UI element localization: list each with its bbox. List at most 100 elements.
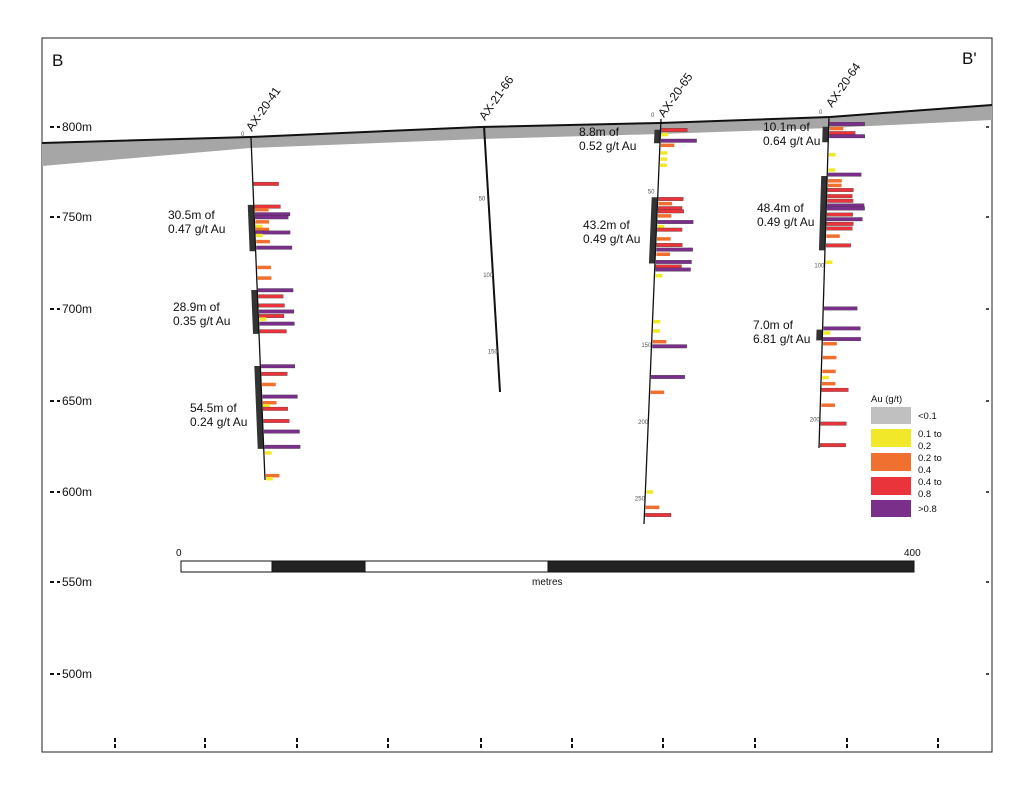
assay-bar <box>823 341 837 346</box>
intercept-label: 0.49 g/t Au <box>583 232 640 246</box>
assay-bar <box>263 429 300 434</box>
hole-trace <box>250 137 266 481</box>
assay-bar <box>661 128 688 132</box>
scale-segment <box>547 560 915 573</box>
assay-bar <box>829 122 865 126</box>
assay-bar <box>824 306 858 311</box>
depth-label: 0 <box>651 113 655 119</box>
assay-bar <box>827 183 842 188</box>
assay-bar <box>259 317 267 321</box>
assay-bar <box>256 239 270 244</box>
assay-bar <box>821 387 849 392</box>
assay-bar <box>264 451 272 455</box>
assay-bar <box>256 245 293 250</box>
hole-name: AX-20-64 <box>823 60 864 110</box>
assay-bar <box>829 134 866 139</box>
intercept-label: 0.49 g/t Au <box>757 215 814 229</box>
legend-swatch <box>871 477 911 495</box>
hole-trace <box>483 125 501 393</box>
assay-bar <box>264 444 301 449</box>
drillhole-ax-20-65: 8.8m of0.52 g/t Au 43.2m of0.49 g/t Au 0 50… <box>579 70 697 525</box>
assay-bar <box>655 273 663 278</box>
assay-bar <box>257 265 271 270</box>
assay-bar <box>261 364 296 369</box>
legend: Au (g/t) <0.1 0.1 to 0.2 0.2 to 0.4 0.4 … <box>871 394 942 517</box>
intercept-label: 6.81 g/t Au <box>753 332 810 346</box>
assay-bar <box>255 215 289 220</box>
assay-bar <box>823 331 831 335</box>
assay-bar <box>657 220 694 224</box>
intercept-label: 7.0m of <box>753 318 794 332</box>
assay-bar <box>827 194 853 199</box>
assay-bar <box>255 224 263 229</box>
scale-bar: 0 400 metres <box>176 548 921 588</box>
assay-bar <box>262 400 277 405</box>
hole-trace <box>643 118 662 525</box>
hole-name: AX-20-41 <box>243 84 284 134</box>
drillhole-ax-21-66: 50 100 150 AX-21-66 <box>476 73 517 393</box>
intercept-box <box>816 329 823 341</box>
legend-label: >0.8 <box>918 504 937 515</box>
scale-segment <box>180 560 273 573</box>
assay-bar <box>823 326 861 331</box>
assay-bar <box>646 490 654 494</box>
intercept-label: 0.24 g/t Au <box>190 415 247 429</box>
intercept-box <box>653 129 661 144</box>
assay-bar <box>650 390 665 395</box>
assay-bar <box>660 163 667 168</box>
assay-bar <box>258 303 285 308</box>
assay-bar <box>655 260 692 264</box>
hole-name: AX-20-65 <box>655 70 696 120</box>
legend-swatch <box>871 453 911 471</box>
depth-label: 50 <box>648 190 655 196</box>
section-label-left: B <box>52 51 63 70</box>
assay-bar <box>828 152 836 157</box>
assay-bar <box>819 443 846 448</box>
intercept-label: 0.35 g/t Au <box>173 314 230 328</box>
assay-bar <box>652 344 687 349</box>
intercept-label: 10.1m of <box>763 120 810 134</box>
assay-bar <box>653 329 660 333</box>
assay-bar <box>826 226 853 231</box>
depth-label: 150 <box>488 349 499 355</box>
assay-bar <box>645 505 660 510</box>
intercept-label: 0.47 g/t Au <box>168 222 225 236</box>
assay-bar <box>265 473 280 478</box>
assay-bar <box>263 419 290 423</box>
elevation-label: 500m <box>62 667 92 681</box>
elevation-label: 700m <box>62 302 92 316</box>
depth-label: 50 <box>479 196 486 202</box>
assay-bar <box>825 260 833 265</box>
legend-label: 0.2 <box>918 441 931 452</box>
scale-end: 400 <box>904 548 921 559</box>
elevation-label: 800m <box>62 120 92 134</box>
assay-bar <box>658 197 684 201</box>
assay-bar <box>827 188 854 192</box>
drillhole-ax-20-64: 10.1m of0.64 g/t Au 48.4m of0.49 g/t Au 7.… <box>753 60 866 449</box>
scale-segment <box>271 560 366 573</box>
assay-bar <box>262 406 288 411</box>
legend-label: 0.2 to <box>918 453 942 464</box>
assay-bar <box>657 209 684 214</box>
assay-bar <box>660 138 697 143</box>
legend-swatch <box>871 500 911 517</box>
assay-bar <box>821 381 836 386</box>
assay-bar <box>822 375 829 380</box>
elevation-label: 650m <box>62 394 92 408</box>
assay-bar <box>259 329 287 334</box>
assay-bar <box>823 337 861 342</box>
legend-label: 0.4 <box>918 465 931 476</box>
legend-swatch <box>871 429 911 447</box>
assay-bar <box>826 221 854 226</box>
assay-bar <box>828 179 842 183</box>
scale-start: 0 <box>176 548 182 559</box>
assay-bar <box>258 309 295 314</box>
assay-bar <box>255 230 291 235</box>
assay-bar <box>827 206 865 211</box>
depth-label: 200 <box>810 417 821 423</box>
assay-bar <box>254 204 281 209</box>
topography-line <box>41 104 993 144</box>
depth-label: 150 <box>641 343 652 349</box>
intercept-label: 28.9m of <box>173 300 220 314</box>
